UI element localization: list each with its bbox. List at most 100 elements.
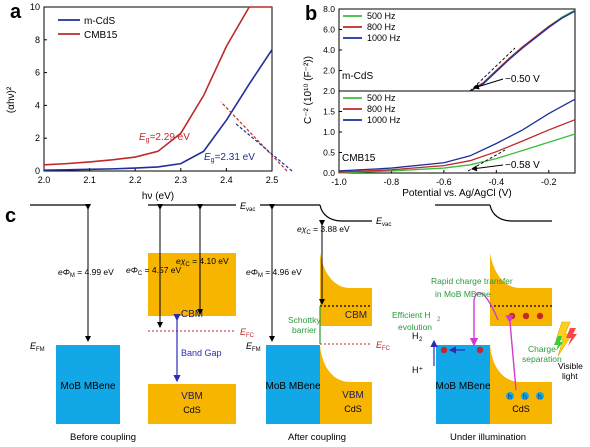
b-legend-label: 500 Hz (367, 11, 396, 21)
after-vbm-block (320, 345, 372, 424)
visible-light-label-2: light (562, 371, 578, 381)
a-xtick-label: 2.0 (38, 175, 51, 185)
after-vbm-label: VBM (342, 390, 364, 401)
after-phi-m-label: eΦM = 4.96 eV (246, 267, 302, 279)
electron-1 (508, 312, 516, 320)
tangent-mcds (234, 122, 293, 172)
b-ytick-label: 4.0 (323, 45, 335, 55)
series-line-bottom-1000hz (338, 98, 576, 172)
after-schottky-label-1: Schottky (288, 315, 321, 325)
a-ytick-label: 8 (35, 35, 40, 45)
before-evac-label: Evac (240, 201, 255, 213)
hole-3 (536, 392, 544, 400)
charge-separation-label-2: separation (522, 354, 562, 364)
eg-annotation-cmb15: Eg=2.29 eV (139, 132, 190, 144)
before-coupling: Evac MoB MBene EFM eΦM = 4.99 eV CBM VBM… (30, 201, 255, 443)
before-vbm-block (148, 384, 236, 424)
rapid-transfer-label-2: in MoB MBene (435, 289, 491, 299)
b-legend-label: 500 Hz (367, 93, 396, 103)
under-illumination: MoB MBene CdS h h h Rapid c (392, 204, 583, 443)
h2-sub: 2 (419, 337, 423, 343)
bottom-sample-label: CMB15 (342, 153, 376, 164)
panel-b-xlabel: Potential vs. Ag/AgCl (V) (402, 188, 512, 199)
panel-b: b 2.0 4.0 6.0 8.0 0.0 0.5 1.0 1.5 2.0 -1.0 -0.8 -0.… (303, 3, 576, 199)
a-ytick-label: 2 (35, 133, 40, 143)
before-caption: Before coupling (70, 432, 136, 443)
b-xtick-label: -0.4 (489, 177, 505, 187)
after-coupling: Evac MoB MBene EFM eΦM = 4.96 eV CBM VBM… (246, 204, 391, 443)
before-cbm-label: CBM (181, 309, 203, 320)
panel-b-ticks: 2.0 4.0 6.0 8.0 0.0 0.5 1.0 1.5 2.0 -1.0 -0.8 -0.6 -… (323, 4, 556, 187)
h2-evolution-sub: 2 (437, 317, 441, 323)
illum-caption: Under illumination (450, 432, 526, 443)
b-ytick-label: 0.5 (323, 148, 335, 158)
eg-annotation-mcds: Eg=2.31 eV (204, 152, 255, 164)
a-ytick-label: 0 (35, 166, 40, 176)
before-vbm-label: VBM (181, 391, 203, 402)
metal-electron-2 (476, 346, 484, 354)
a-xtick-label: 2.1 (83, 175, 96, 185)
series-line-bottom-800hz (338, 119, 576, 173)
b-xtick-label: -0.6 (436, 177, 452, 187)
illum-cbm-block (490, 253, 552, 326)
top-sample-label: m-CdS (342, 71, 373, 82)
after-efm-label: EFM (246, 341, 261, 353)
panel-c-label: c (5, 205, 16, 227)
after-efc-label: EFC (376, 340, 391, 352)
panel-b-label: b (305, 3, 317, 25)
electron-2 (522, 312, 530, 320)
after-schottky-label-2: barrier (292, 325, 317, 335)
tangent-bottom (467, 149, 506, 172)
hole-label-2: h (523, 394, 527, 401)
after-chi-c-label: eχC = 3.88 eV (297, 224, 350, 236)
a-xtick-label: 2.3 (175, 175, 188, 185)
panel-a-xlabel: hν (eV) (142, 191, 174, 202)
illum-vbm-block (490, 345, 552, 424)
fb-arrow-bottom (471, 164, 504, 172)
h2-evolution-label-1: Efficient H (392, 310, 431, 320)
after-evac-label: Evac (376, 216, 391, 228)
panel-a: a 0 2 4 6 8 10 2.0 2.1 2.2 2.3 2.4 2.5 (αhν)² hν (… (6, 1, 293, 202)
lightning-icon (554, 321, 577, 357)
b-ytick-label: 0.0 (323, 168, 335, 178)
b-ytick-label: 6.0 (323, 25, 335, 35)
hole-1 (506, 392, 514, 400)
b-legend-label: 1000 Hz (367, 115, 401, 125)
a-xtick-label: 2.4 (220, 175, 233, 185)
after-vacuum-semi (319, 204, 372, 222)
series-line-m-cds (43, 49, 273, 171)
h2-evolution-label-2: evolution (398, 322, 432, 332)
b-legend-label: 800 Hz (367, 22, 396, 32)
electron-3 (536, 312, 544, 320)
a-xtick-label: 2.2 (129, 175, 142, 185)
metal-electron-1 (440, 346, 448, 354)
hplus-label: H⁺ (412, 365, 423, 375)
series-line-cmb15 (43, 6, 272, 166)
hole-label-3: h (538, 394, 542, 401)
before-efc-label: EFC (240, 327, 255, 339)
illum-metal-block (436, 345, 490, 424)
before-phi-m-label: eΦM = 4.99 eV (58, 267, 114, 279)
series-line-bottom-500hz (338, 133, 576, 174)
illum-vacuum-semi (489, 204, 552, 222)
before-metal-label: MoB MBene (60, 381, 115, 392)
b-ytick-label: 2.0 (323, 86, 335, 96)
b-xtick-label: -0.2 (541, 177, 557, 187)
charge-separation-label-1: Charge (528, 344, 556, 354)
fb-value-bottom: −0.58 V (505, 160, 540, 171)
b-ytick-label: 1.5 (323, 107, 335, 117)
after-caption: After coupling (288, 432, 346, 443)
b-ytick-label: 1.0 (323, 127, 335, 137)
b-legend-label: 1000 Hz (367, 33, 401, 43)
before-efm-label: EFM (30, 341, 45, 353)
visible-light-label-1: Visible (558, 361, 583, 371)
series-line-top-1000hz (469, 10, 576, 92)
fb-value-top: −0.50 V (505, 74, 540, 85)
panel-b-series (338, 9, 576, 174)
panel-b-ylabel: C⁻² (10¹⁰ (F⁻²)) (303, 56, 314, 124)
legend-label-cmb15: CMB15 (84, 30, 118, 41)
before-phi-c-label: eΦC = 4.57 eV (126, 265, 182, 277)
before-metal-block (56, 345, 120, 424)
